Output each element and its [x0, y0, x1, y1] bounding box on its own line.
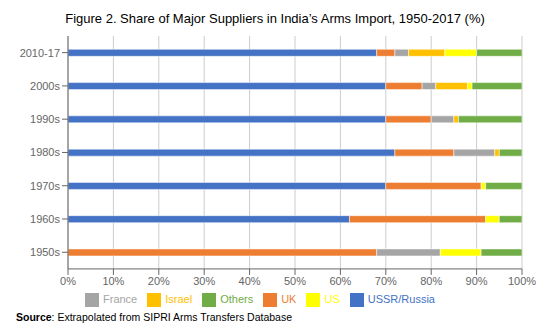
svg-text:0%: 0% [60, 275, 76, 287]
svg-text:100%: 100% [508, 275, 536, 287]
svg-text:10%: 10% [102, 275, 124, 287]
svg-text:20%: 20% [148, 275, 170, 287]
svg-text:2000s: 2000s [30, 80, 60, 92]
svg-text:80%: 80% [420, 275, 442, 287]
html-text:Figure 2. Share of Major Suppl: Figure 2. Share of Major Suppliers in In… [65, 11, 485, 26]
svg-text:50%: 50% [284, 275, 306, 287]
html-text:Source: Extrapolated from SIPR: Source: Extrapolated from SIPRI Arms Tra… [16, 311, 292, 323]
svg-text:2010-17: 2010-17 [20, 47, 60, 59]
svg-text:1970s: 1970s [30, 180, 60, 192]
svg-text:70%: 70% [375, 275, 397, 287]
svg-text:1990s: 1990s [30, 113, 60, 125]
svg-text:1950s: 1950s [30, 246, 60, 258]
html-text:Others: Others [220, 292, 254, 305]
svg-text:30%: 30% [193, 275, 215, 287]
html-text:US: US [324, 292, 340, 305]
html-text:France: France [103, 292, 138, 305]
svg-text:1960s: 1960s [30, 213, 60, 225]
svg-text:40%: 40% [239, 275, 261, 287]
html-text:UK: UK [281, 292, 297, 305]
svg-text:1980s: 1980s [30, 146, 60, 158]
html-text:USSR/Russia: USSR/Russia [367, 292, 435, 305]
html-text:Israel: Israel [165, 292, 193, 305]
svg-text:90%: 90% [466, 275, 488, 287]
svg-text:60%: 60% [329, 275, 351, 287]
